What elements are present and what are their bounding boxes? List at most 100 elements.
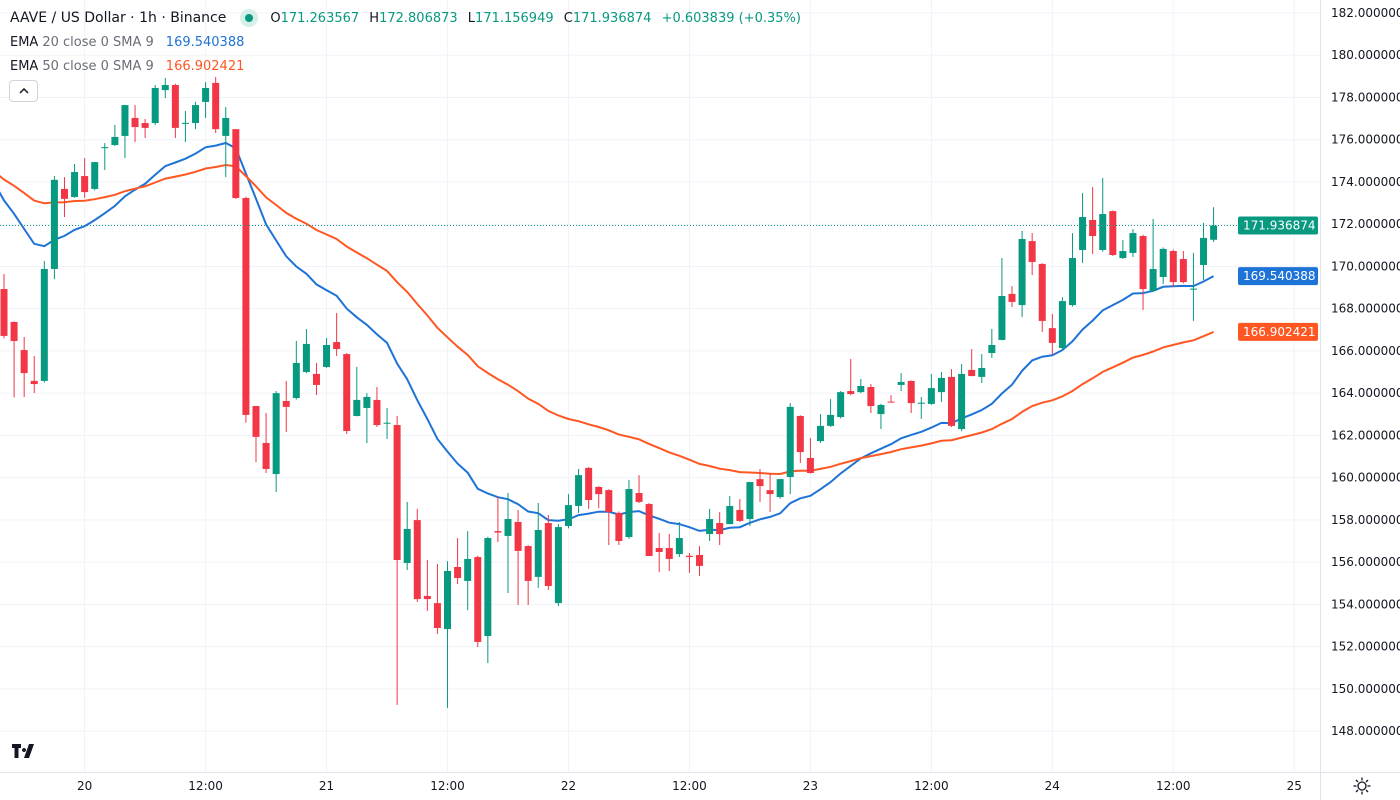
candle-body — [776, 479, 784, 498]
tradingview-logo-icon — [12, 744, 34, 758]
candle — [192, 101, 200, 130]
candle-body — [857, 385, 865, 393]
candle-body — [10, 321, 18, 341]
candle — [30, 355, 38, 393]
candle-body — [605, 490, 613, 513]
candle-body — [968, 369, 976, 377]
candle — [393, 415, 401, 705]
price-axis-label: 150.000000 — [1331, 682, 1400, 696]
candle — [706, 508, 714, 541]
candle-body — [1109, 211, 1117, 256]
candle — [927, 373, 935, 405]
candle — [343, 353, 351, 434]
chevron-up-icon — [18, 88, 29, 94]
candle — [746, 481, 754, 527]
candle — [544, 515, 552, 590]
candle — [575, 468, 583, 513]
candle — [554, 524, 562, 607]
candle — [71, 164, 79, 198]
chart-legend: AAVE / US Dollar · 1h · Binance O171.263… — [10, 6, 807, 78]
candle-body — [746, 482, 754, 520]
candle — [615, 511, 623, 546]
time-axis-label: 24 — [1045, 779, 1060, 793]
candle — [272, 391, 280, 493]
candle — [262, 413, 270, 473]
candle — [877, 403, 885, 430]
candle-body — [1159, 248, 1167, 277]
price-axis-label: 152.000000 — [1331, 640, 1400, 654]
candle-body — [736, 509, 744, 521]
low-value: 171.156949 — [475, 10, 554, 26]
candle — [383, 407, 391, 439]
candle — [917, 396, 925, 419]
candle-body — [444, 570, 452, 630]
candle — [373, 387, 381, 427]
candle-body — [504, 519, 512, 536]
candle — [1048, 313, 1056, 356]
price-axis-label: 176.000000 — [1331, 133, 1400, 147]
candle-body — [706, 519, 714, 535]
indicator-ema50[interactable]: EMA 50 close 0 SMA 9 166.902421 — [10, 54, 807, 78]
candle-body — [796, 415, 804, 453]
candle — [907, 380, 915, 414]
candle — [978, 354, 986, 384]
collapse-legend-button[interactable] — [9, 80, 38, 102]
candle-body — [766, 490, 774, 495]
candle-body — [887, 401, 895, 403]
price-tag — [1238, 216, 1318, 235]
candle-body — [806, 457, 814, 473]
candle-body — [1028, 241, 1036, 263]
candle-body — [423, 595, 431, 600]
tradingview-logo[interactable] — [8, 737, 40, 765]
candle — [282, 380, 290, 433]
candle-body — [192, 105, 200, 124]
candle-body — [786, 406, 794, 478]
candle-body — [756, 479, 764, 487]
candle-body — [242, 198, 250, 415]
indicator-value: 166.902421 — [165, 58, 245, 74]
candle — [937, 372, 945, 403]
candle-body — [30, 380, 38, 385]
candle — [1099, 177, 1107, 252]
candle-body — [978, 368, 986, 377]
candle-body — [655, 547, 663, 552]
candle-body — [1179, 259, 1187, 283]
candle-body — [474, 557, 482, 642]
candle — [806, 437, 814, 474]
candle — [857, 379, 865, 394]
candle-body — [524, 546, 532, 581]
price-axis-label: 156.000000 — [1331, 555, 1400, 569]
candle-body — [1189, 288, 1197, 290]
candle-body — [615, 512, 623, 541]
candle-body — [564, 505, 572, 527]
candle-body — [1119, 251, 1127, 258]
price-axis-label: 148.000000 — [1331, 724, 1400, 738]
price-axis-label: 164.000000 — [1331, 386, 1400, 400]
candle — [91, 161, 99, 191]
candle — [716, 512, 724, 546]
candle-body — [81, 176, 89, 193]
candle — [514, 509, 522, 605]
candle — [1109, 210, 1117, 256]
settings-gear-icon[interactable] — [1352, 776, 1372, 796]
candle — [1210, 207, 1218, 243]
market-status-icon — [240, 9, 259, 27]
candle-body — [1058, 301, 1066, 348]
time-axis-label: 23 — [803, 779, 818, 793]
candle-body — [998, 296, 1006, 340]
candle — [60, 177, 68, 218]
symbol-title[interactable]: AAVE / US Dollar · 1h · Binance — [10, 10, 227, 26]
price-axis-label: 182.000000 — [1331, 6, 1400, 20]
change-value: +0.603839 (+0.35%) — [661, 10, 801, 26]
indicator-ema20[interactable]: EMA 20 close 0 SMA 9 169.540388 — [10, 30, 807, 54]
candle — [816, 414, 824, 444]
candle-body — [827, 414, 835, 426]
candle — [645, 502, 653, 556]
time-axis-label: 12:00 — [430, 779, 465, 793]
candle — [1079, 192, 1087, 264]
time-axis-label: 22 — [561, 779, 576, 793]
candle-body — [71, 172, 79, 197]
candle-body — [867, 387, 875, 407]
candle-body — [343, 354, 351, 431]
